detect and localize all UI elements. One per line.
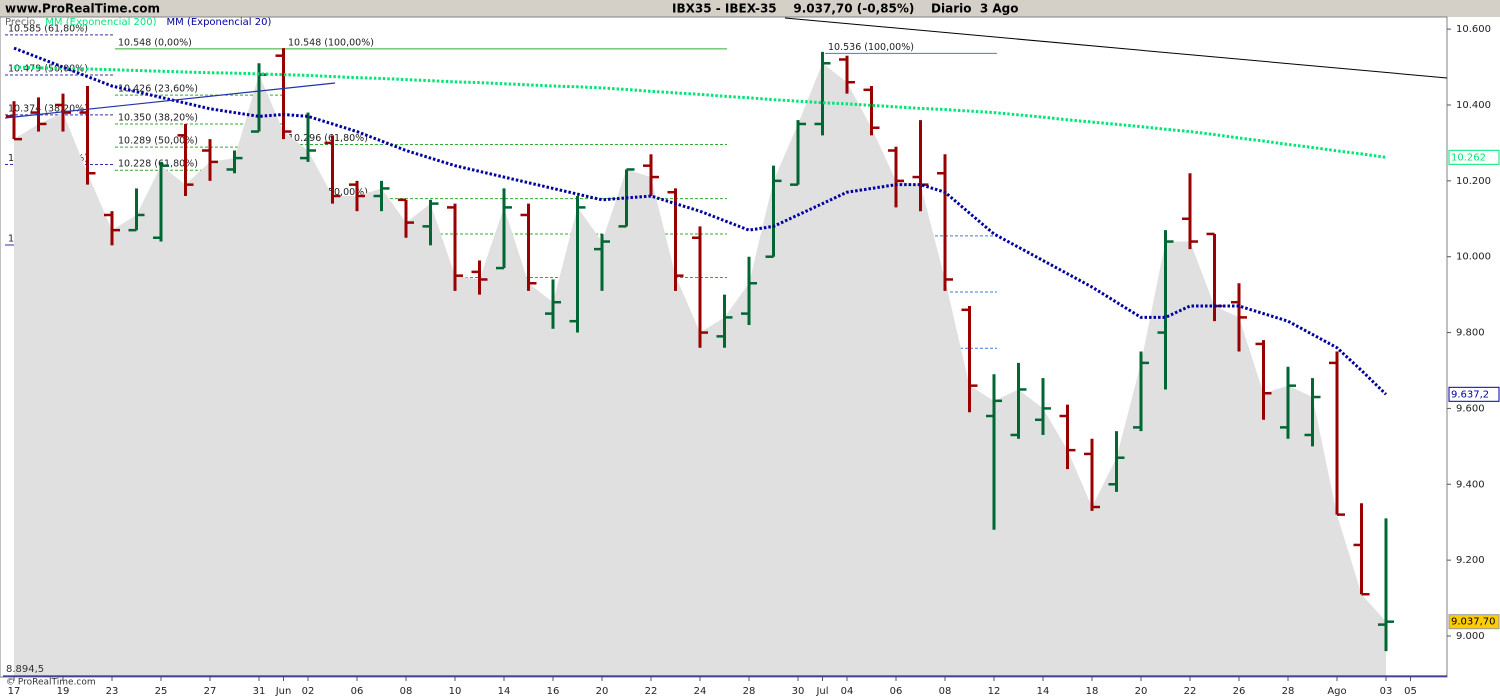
trend-line — [784, 17, 1448, 79]
price-area — [14, 63, 1386, 677]
y-tick-label: 9.200 — [1456, 555, 1485, 566]
x-tick-label: 08 — [939, 686, 952, 697]
fib-label: 10.548 (100,00%) — [288, 37, 374, 48]
last-value-tag — [1448, 149, 1500, 165]
fib-label: 10.585 (61,80%) — [8, 23, 88, 34]
last-value-tag — [1448, 386, 1500, 402]
x-tick-label: 08 — [400, 686, 413, 697]
x-tick-label: 12 — [988, 686, 1001, 697]
y-tick-label: 10.400 — [1456, 100, 1491, 111]
x-tick-label: 20 — [1135, 686, 1148, 697]
x-tick-label: 05 — [1404, 686, 1417, 697]
x-tick-label: Jun — [275, 686, 292, 697]
x-tick-label: 14 — [1037, 686, 1050, 697]
x-tick-label: 31 — [253, 686, 266, 697]
last-value-tag — [1448, 614, 1500, 630]
plot: 10.585 (61,80%)10.479 (50,00%)10.374 (38… — [5, 23, 1394, 677]
moving-average — [13, 65, 1387, 159]
x-tick-label: 30 — [792, 686, 805, 697]
x-tick-label: 16 — [547, 686, 560, 697]
x-tick-label: 02 — [302, 686, 315, 697]
y-tick-label: 10.000 — [1456, 252, 1491, 263]
fib-label: 10.374 (38,20%) — [8, 103, 88, 114]
y-tick-label: 9.600 — [1456, 403, 1485, 414]
x-tick-label: Ago — [1327, 686, 1346, 697]
x-tick-label: 24 — [694, 686, 707, 697]
x-tick-label: 04 — [841, 686, 854, 697]
x-tick-label: 27 — [204, 686, 217, 697]
fib-label: 10.548 (0,00%) — [118, 37, 192, 48]
header-bar — [0, 0, 1500, 17]
y-tick-label: 9.800 — [1456, 328, 1485, 339]
floor-label: 8.894,5 — [6, 664, 44, 675]
x-tick-label: 20 — [596, 686, 609, 697]
x-tick-label: 22 — [1184, 686, 1197, 697]
y-tick-label: 10.200 — [1456, 176, 1491, 187]
x-tick-label: 06 — [351, 686, 364, 697]
x-tick-label: 28 — [743, 686, 756, 697]
x-tick-label: 25 — [155, 686, 168, 697]
trend-line — [4, 82, 336, 119]
x-tick-label: Jul — [815, 686, 828, 697]
y-tick-label: 9.000 — [1456, 631, 1485, 642]
chart-title: IBX35 - IBEX-35 9.037,70 (-0,85%) Diario… — [672, 2, 1019, 16]
x-tick-label: 18 — [1086, 686, 1099, 697]
x-tick-label: 17 — [8, 686, 21, 697]
x-tick-label: 19 — [57, 686, 70, 697]
legend-entry: MM (Exponencial 20) — [167, 17, 272, 28]
x-tick-label: 26 — [1233, 686, 1246, 697]
copyright: © ProRealTime.com — [6, 678, 96, 688]
legend-entry: MM (Exponencial 200) — [45, 17, 156, 28]
fib-label: 10.350 (38,20%) — [118, 112, 198, 123]
last-value-label: 10.262 — [1451, 152, 1486, 163]
x-tick-label: 28 — [1282, 686, 1295, 697]
site: www.ProRealTime.com — [5, 2, 160, 16]
y-tick-label: 10.600 — [1456, 24, 1491, 35]
fib-label: 10.296 (61,80%) — [288, 133, 368, 144]
fib-label: 10.426 (23,60%) — [118, 84, 198, 95]
y-tick-label: 9.400 — [1456, 479, 1485, 490]
x-tick-label: 06 — [890, 686, 903, 697]
fib-label: 10.536 (100,00%) — [828, 42, 914, 53]
x-tick-label: 23 — [106, 686, 119, 697]
x-tick-label: 03 — [1380, 686, 1393, 697]
x-tick-label: 14 — [498, 686, 511, 697]
last-value-label: 9.637,2 — [1451, 389, 1489, 400]
fib-label: 10.289 (50,00%) — [118, 136, 198, 147]
legend-entry: Precio — [5, 17, 35, 28]
last-value-label: 9.037,70 — [1451, 617, 1496, 628]
moving-average — [13, 46, 1388, 396]
fib-label: 10.228 (61,80%) — [118, 159, 198, 170]
x-tick-label: 22 — [645, 686, 658, 697]
x-tick-label: 10 — [449, 686, 462, 697]
